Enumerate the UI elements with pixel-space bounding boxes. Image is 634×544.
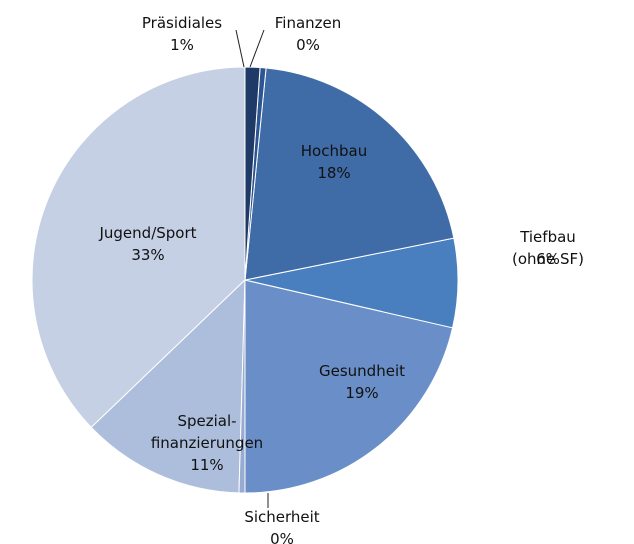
- leader-line: [235, 29, 245, 68]
- slice-label: Finanzen: [274, 14, 342, 32]
- slice-value-label: 19%: [345, 384, 379, 402]
- leader-line: [249, 29, 265, 68]
- pie-slice: [31, 66, 246, 429]
- slice-value-label: 0%: [296, 36, 320, 54]
- slice-value-label: 1%: [170, 36, 194, 54]
- pie-slice: [90, 278, 246, 494]
- slice-value-label: 6%: [536, 250, 560, 268]
- slice-value-label: 0%: [270, 530, 294, 544]
- slice-value-label: 18%: [317, 164, 351, 182]
- slice-label: Hochbau: [300, 142, 368, 160]
- pie-slice: [244, 67, 455, 281]
- slice-label: Sicherheit: [244, 508, 320, 526]
- slice-label: Jugend/Sport: [99, 224, 197, 242]
- pie-slice: [244, 279, 454, 494]
- slice-label: Gesundheit: [319, 362, 405, 380]
- slice-value-label: 11%: [190, 456, 224, 474]
- pie-slice: [244, 66, 261, 281]
- slice-label: Tiefbau (ohne SF): [511, 228, 585, 268]
- slice-label: Spezial- finanzierungen: [150, 412, 264, 452]
- slice-value-label: 33%: [131, 246, 165, 264]
- slice-label: Präsidiales: [141, 14, 223, 32]
